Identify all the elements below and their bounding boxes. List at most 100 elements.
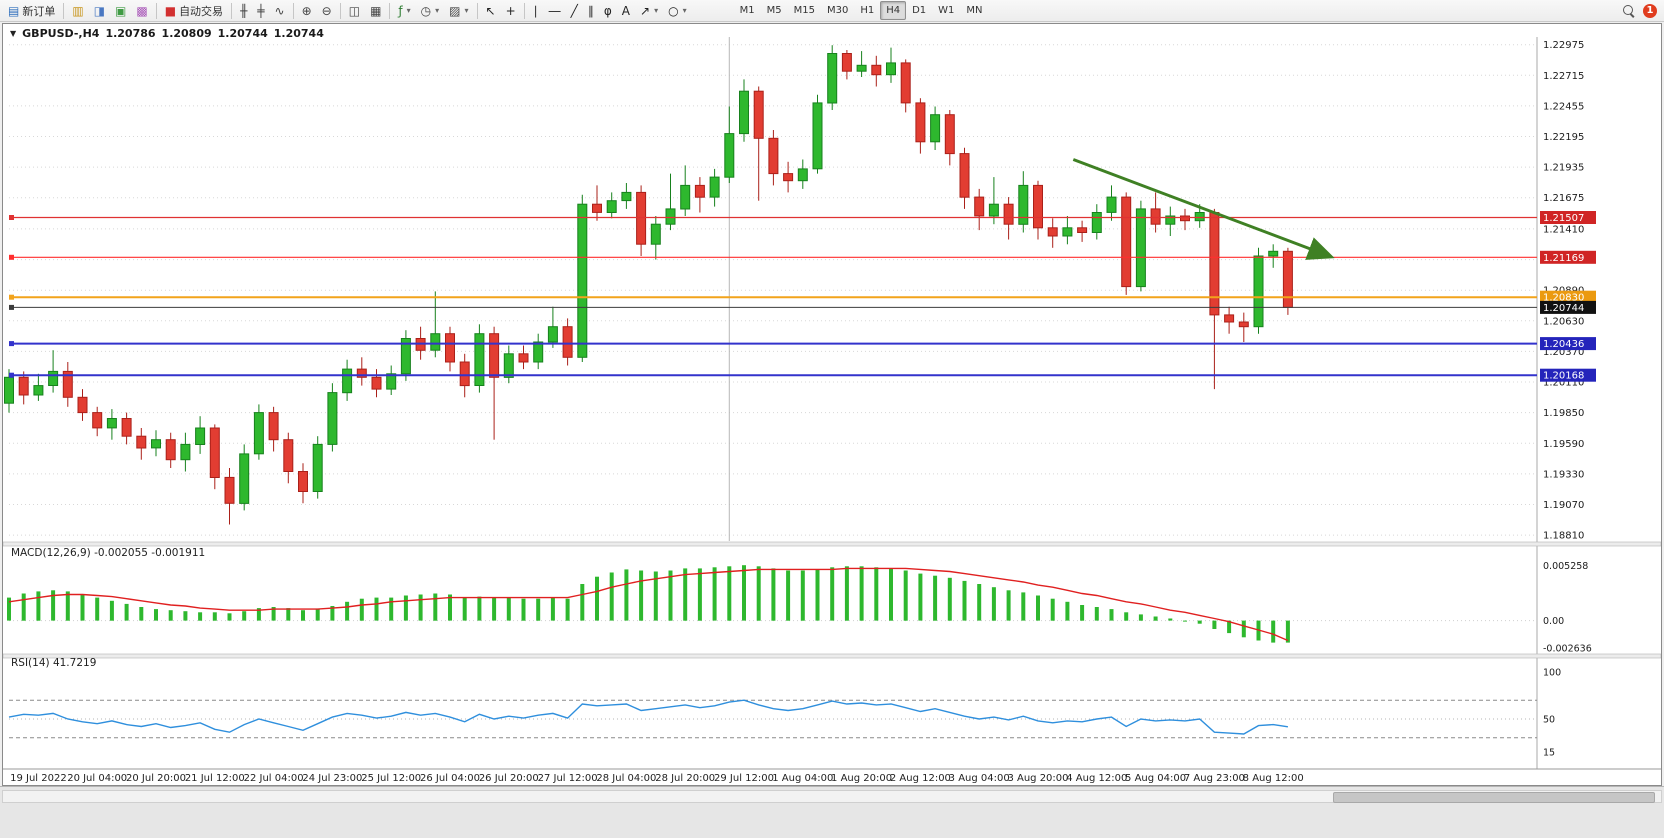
toolbar-separator <box>389 2 391 19</box>
zoom-out-icon[interactable]: ⊖ <box>317 1 337 21</box>
chevron-down-icon[interactable]: ▾ <box>464 6 469 15</box>
macd-histogram-bar <box>580 584 585 621</box>
candlestick-chart-icon[interactable]: ╪ <box>252 1 269 21</box>
panel-separator[interactable] <box>3 653 1661 659</box>
market-watch-icon[interactable]: ▣ <box>110 1 131 21</box>
candle <box>1077 220 1088 242</box>
timeframe-m5[interactable]: M5 <box>766 5 782 16</box>
price-axis-label: 1.20370 <box>1543 347 1584 358</box>
tile-windows-icon[interactable]: ◫ <box>344 1 365 21</box>
chevron-down-icon[interactable]: ▾ <box>406 6 411 15</box>
timeframe-m30[interactable]: M30 <box>826 5 849 16</box>
notification-badge[interactable]: 1 <box>1643 3 1657 18</box>
candle <box>915 98 926 154</box>
fibonacci-icon[interactable]: φ <box>599 1 617 21</box>
toolbar-separator <box>63 2 65 19</box>
timeframe-mn[interactable]: MN <box>966 5 983 16</box>
candle <box>445 326 455 372</box>
crosshair-icon[interactable]: + <box>501 1 521 21</box>
horizontal-scrollbar[interactable] <box>2 790 1662 803</box>
cursor-icon[interactable]: ↖ <box>481 1 501 21</box>
macd-panel-header: MACD(12,26,9) -0.002055 -0.001911 <box>11 547 206 559</box>
line-chart-icon[interactable]: ∿ <box>270 1 290 21</box>
bar-chart-icon[interactable]: ╫ <box>235 1 252 21</box>
candle <box>974 188 985 231</box>
candle <box>812 94 823 174</box>
macd-histogram-bar <box>550 597 555 621</box>
vertical-line-icon[interactable]: ∣ <box>528 1 544 21</box>
macd-histogram-bar <box>359 598 364 621</box>
candle <box>430 291 441 358</box>
candle <box>371 369 382 398</box>
candle <box>1209 208 1220 390</box>
time-axis-label: 24 Jul 23:00 <box>302 773 362 784</box>
panel-separator[interactable] <box>3 541 1661 547</box>
scrollbar-thumb[interactable] <box>1333 792 1655 803</box>
candle <box>165 432 176 468</box>
macd-histogram-bar <box>403 595 408 621</box>
indicators-icon[interactable]: ƒ ▾ <box>393 1 415 21</box>
candle <box>312 436 323 499</box>
candle <box>724 106 735 183</box>
candle <box>239 444 250 511</box>
text-icon[interactable]: A <box>617 1 635 21</box>
chevron-down-icon[interactable]: ▾ <box>435 6 440 15</box>
timeframe-m15[interactable]: M15 <box>793 5 815 16</box>
bar-chart-icon-glyph: ╫ <box>240 3 248 18</box>
timeframe-w1[interactable]: W1 <box>938 5 955 16</box>
candle <box>151 430 161 457</box>
cascade-windows-icon-glyph: ▦ <box>370 3 382 18</box>
macd-histogram-bar <box>1124 612 1129 621</box>
channel-icon[interactable]: ∥ <box>583 1 599 21</box>
macd-histogram-bar <box>139 607 144 621</box>
macd-histogram-bar <box>286 608 291 621</box>
price-axis-label: 1.20110 <box>1543 378 1584 389</box>
macd-histogram-bar <box>183 611 188 621</box>
candle <box>62 362 73 407</box>
charts-icon[interactable]: ▥ <box>67 1 88 21</box>
autotrading-button[interactable]: ■ 自动交易 <box>160 1 228 21</box>
candle <box>33 373 44 401</box>
time-axis-label: 27 Jul 12:00 <box>538 773 598 784</box>
new-order-button[interactable]: ▤ 新订单 <box>3 1 60 21</box>
horizontal-line-icon[interactable]: ― <box>544 1 566 21</box>
macd-histogram-bar <box>727 566 732 621</box>
time-axis-label: 3 Aug 20:00 <box>1007 773 1068 784</box>
templates-icon[interactable]: ▨ ▾ <box>444 1 473 21</box>
timeframe-d1[interactable]: D1 <box>912 5 927 16</box>
macd-histogram-bar <box>874 567 879 621</box>
macd-histogram-bar <box>1212 620 1217 629</box>
toolbar-separator <box>231 2 233 19</box>
chevron-down-icon[interactable]: ▾ <box>654 6 659 15</box>
macd-histogram-bar <box>771 568 776 621</box>
new-order-button-label: 新订单 <box>22 4 56 18</box>
macd-histogram-bar <box>947 577 952 621</box>
macd-histogram-bar <box>815 569 820 621</box>
search-icon[interactable] <box>1623 4 1635 17</box>
chevron-down-icon[interactable]: ▾ <box>682 6 687 15</box>
macd-histogram-bar <box>271 607 276 621</box>
macd-axis-label: 0.00 <box>1543 616 1564 627</box>
timeframe-h1[interactable]: H1 <box>860 5 875 16</box>
candle <box>1033 180 1043 240</box>
profiles-icon[interactable]: ◨ <box>89 1 110 21</box>
candle <box>680 165 691 216</box>
time-axis-label: 20 Jul 20:00 <box>126 773 186 784</box>
level-left-marker <box>9 304 14 310</box>
time-axis-label: 8 Aug 12:00 <box>1243 773 1304 784</box>
price-badge: 1.21507 <box>1540 211 1596 224</box>
shapes-icon[interactable]: ○ ▾ <box>663 1 692 21</box>
periods-icon[interactable]: ◷ ▾ <box>416 1 445 21</box>
timeframe-h4[interactable]: H4 <box>880 1 907 20</box>
arrows-icon[interactable]: ↗ ▾ <box>635 1 663 21</box>
macd-histogram-bar <box>639 570 644 621</box>
cascade-windows-icon[interactable]: ▦ <box>365 1 386 21</box>
timeframe-m1[interactable]: M1 <box>739 5 755 16</box>
navigator-icon[interactable]: ▩ <box>131 1 152 21</box>
zoom-in-icon[interactable]: ⊕ <box>297 1 317 21</box>
time-axis-label: 4 Aug 12:00 <box>1066 773 1127 784</box>
candle <box>783 161 794 193</box>
trend-arrow[interactable] <box>1072 158 1335 260</box>
chevron-down-icon[interactable]: ▼ <box>10 29 17 38</box>
trendline-icon[interactable]: ╱ <box>566 1 583 21</box>
